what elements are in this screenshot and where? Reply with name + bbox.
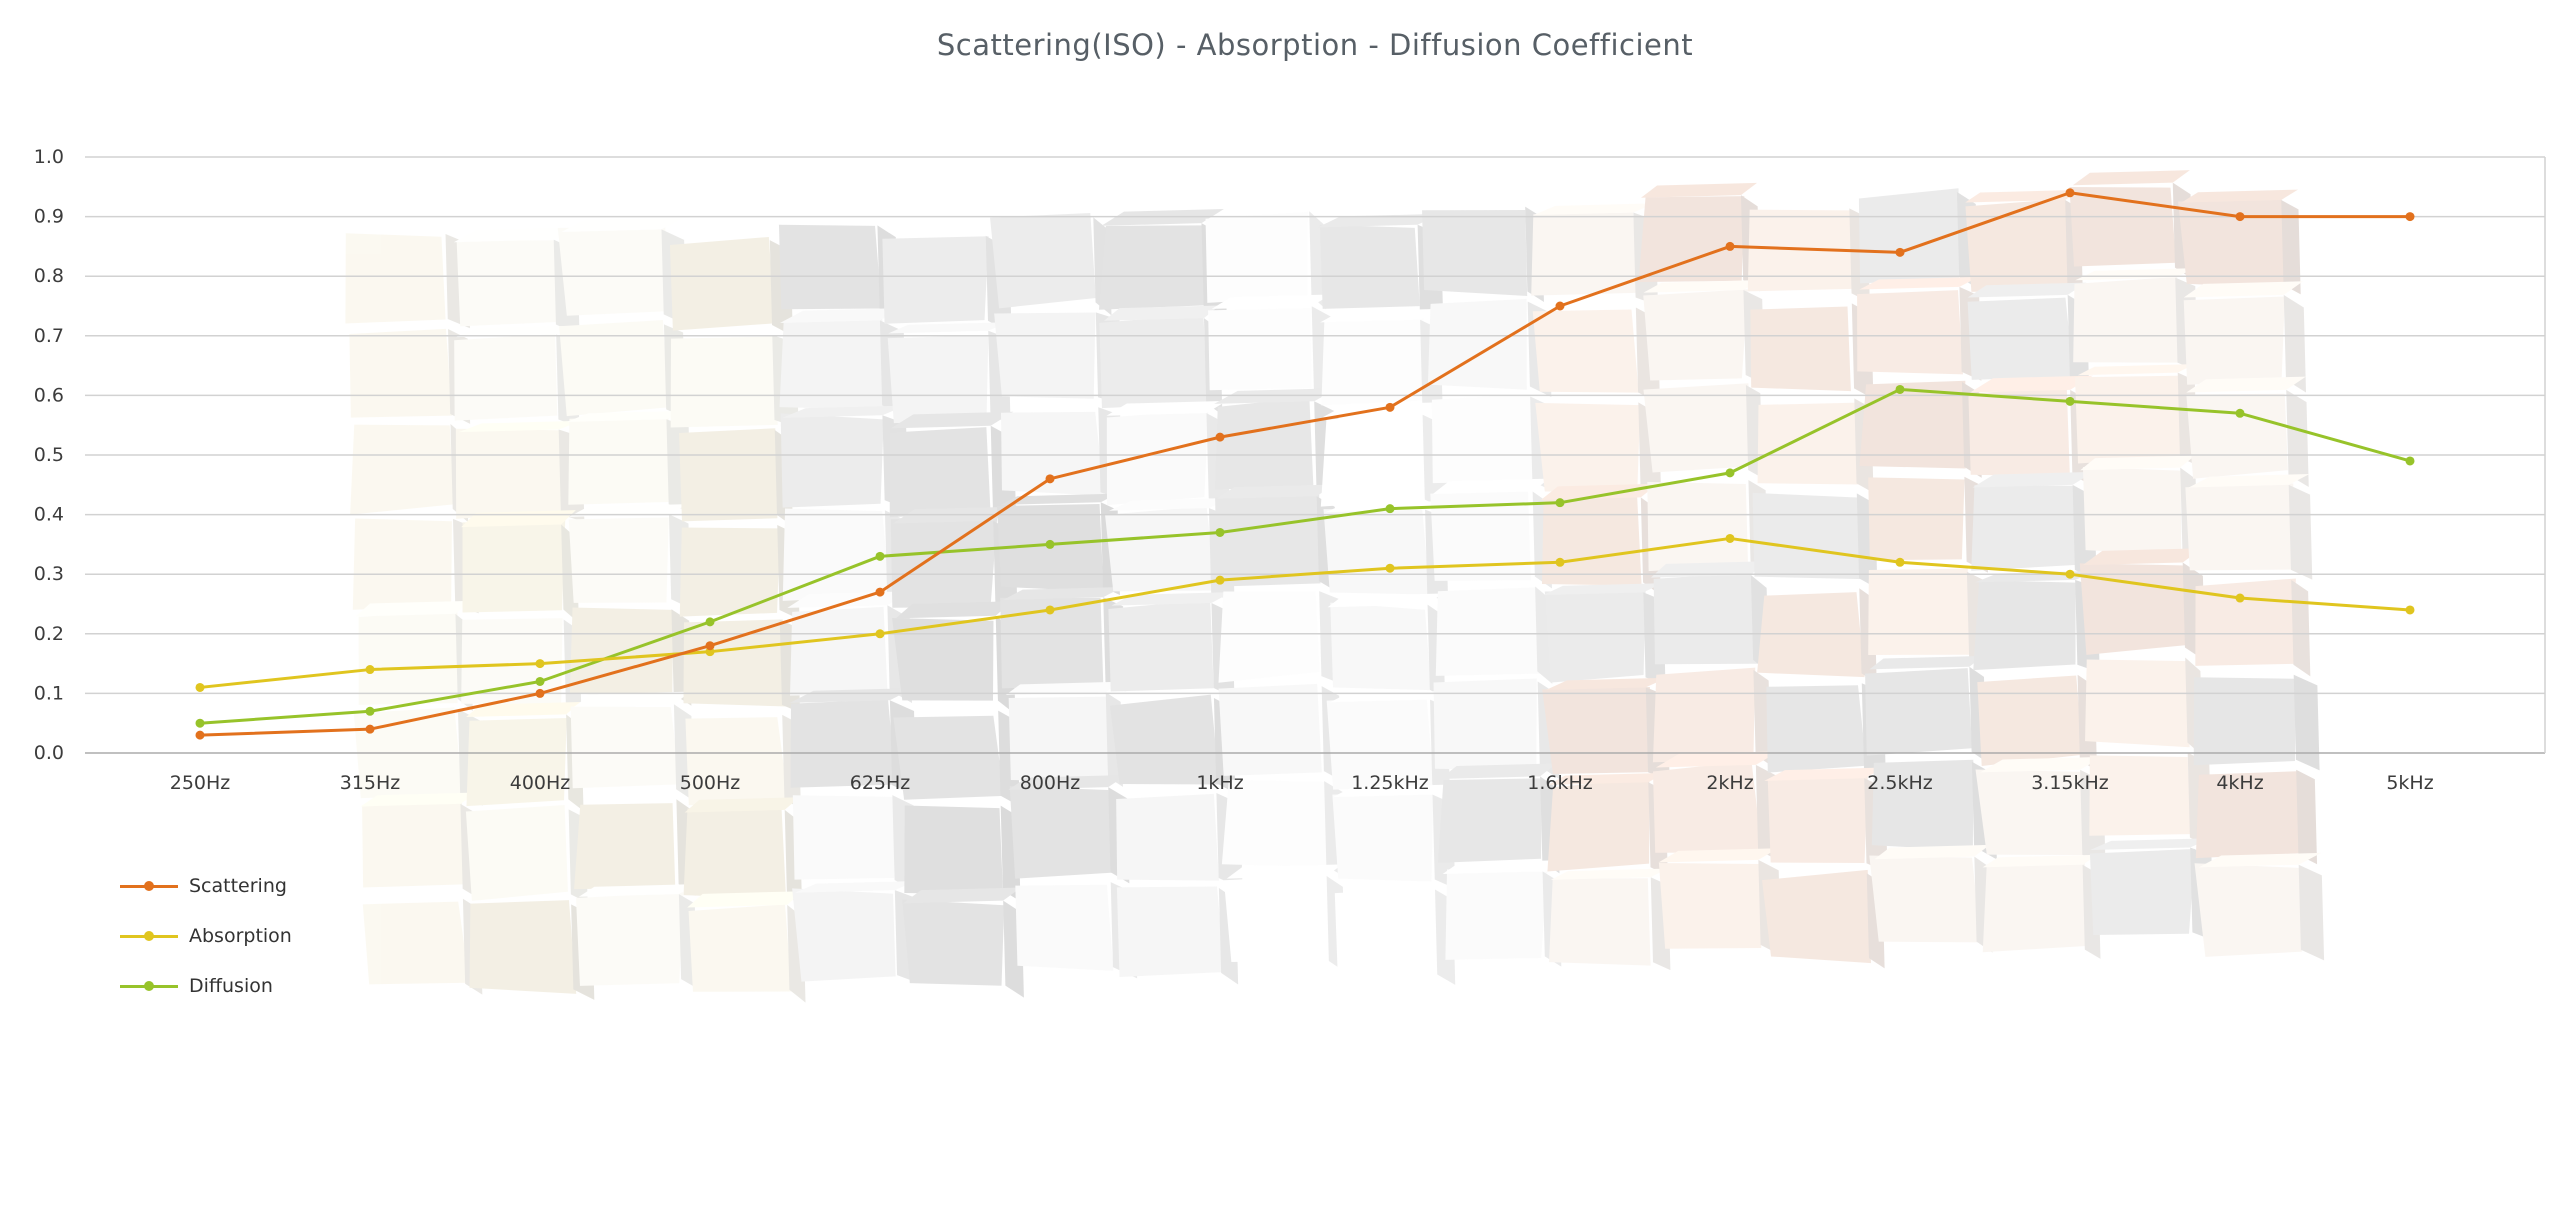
data-point — [1045, 539, 1055, 549]
data-point — [365, 706, 375, 716]
data-point — [2405, 605, 2415, 615]
x-tick-label: 3.15kHz — [2031, 772, 2109, 794]
data-point — [1725, 468, 1735, 478]
legend-label-absorption: Absorption — [189, 925, 292, 947]
series-absorption — [195, 533, 2415, 692]
data-point — [1895, 247, 1905, 257]
y-tick-label: 0.8 — [34, 265, 64, 287]
data-point — [535, 676, 545, 686]
x-tick-label: 400Hz — [510, 772, 571, 794]
chart-legend: Scattering Absorption Diffusion — [120, 876, 292, 996]
data-point — [535, 688, 545, 698]
x-tick-label: 1.25kHz — [1351, 772, 1429, 794]
data-point — [1045, 474, 1055, 484]
y-tick-label: 0.5 — [34, 444, 64, 466]
data-point — [2065, 569, 2075, 579]
data-point — [1895, 557, 1905, 567]
data-point — [2065, 188, 2075, 198]
data-point — [195, 682, 205, 692]
y-tick-label: 0.9 — [34, 206, 64, 228]
legend-marker-scattering — [120, 884, 178, 888]
data-point — [875, 629, 885, 639]
legend-item-scattering: Scattering — [120, 876, 292, 896]
x-tick-label: 625Hz — [850, 772, 911, 794]
series-scattering — [195, 188, 2415, 740]
data-point — [1385, 402, 1395, 412]
data-point — [1895, 384, 1905, 394]
series-diffusion — [195, 384, 2415, 728]
y-tick-label: 0.2 — [34, 623, 64, 645]
data-point — [1045, 605, 1055, 615]
data-point — [195, 730, 205, 740]
data-point — [2065, 396, 2075, 406]
data-point — [1215, 527, 1225, 537]
y-tick-label: 0.7 — [34, 325, 64, 347]
y-tick-label: 0.0 — [34, 742, 64, 764]
x-tick-label: 4kHz — [2216, 772, 2263, 794]
x-tick-label: 2.5kHz — [1867, 772, 1933, 794]
data-point — [1215, 575, 1225, 585]
data-point — [875, 551, 885, 561]
x-tick-label: 2kHz — [1706, 772, 1753, 794]
data-point — [365, 665, 375, 675]
data-point — [1725, 533, 1735, 543]
legend-item-absorption: Absorption — [120, 926, 292, 946]
legend-label-scattering: Scattering — [189, 875, 287, 897]
x-tick-label: 500Hz — [680, 772, 741, 794]
data-point — [535, 659, 545, 669]
y-tick-label: 0.4 — [34, 504, 64, 526]
data-point — [1215, 432, 1225, 442]
x-tick-label: 1kHz — [1196, 772, 1243, 794]
legend-marker-diffusion — [120, 984, 178, 988]
data-point — [365, 724, 375, 734]
data-point — [875, 587, 885, 597]
y-tick-label: 1.0 — [34, 146, 64, 168]
data-point — [705, 641, 715, 651]
data-point — [1385, 504, 1395, 514]
data-point — [1385, 563, 1395, 573]
data-point — [195, 718, 205, 728]
data-point — [2405, 212, 2415, 222]
background-image-diffuser-panel — [345, 170, 2325, 1003]
x-tick-label: 315Hz — [340, 772, 401, 794]
y-tick-label: 0.1 — [34, 682, 64, 704]
y-tick-label: 0.6 — [34, 384, 64, 406]
gridlines: 0.0 0.1 0.2 0.3 0.4 0.5 0.6 0.7 0.8 0.9 1.0 — [34, 146, 2546, 764]
data-point — [2235, 408, 2245, 418]
data-point — [705, 617, 715, 627]
legend-item-diffusion: Diffusion — [120, 976, 292, 996]
data-point — [1555, 301, 1565, 311]
data-point — [2235, 593, 2245, 603]
x-axis-labels: 250Hz 315Hz 400Hz 500Hz 625Hz 800Hz 1kHz 1.25kH… — [170, 772, 2434, 794]
data-point — [1555, 498, 1565, 508]
legend-label-diffusion: Diffusion — [189, 975, 273, 997]
legend-marker-absorption — [120, 934, 178, 938]
data-point — [1555, 557, 1565, 567]
data-point — [1725, 241, 1735, 251]
data-point — [2405, 456, 2415, 466]
x-tick-label: 1.6kHz — [1527, 772, 1593, 794]
x-tick-label: 800Hz — [1020, 772, 1081, 794]
data-point — [2235, 212, 2245, 222]
chart-title: Scattering(ISO) - Absorption - Diffusion… — [936, 28, 1694, 62]
x-tick-label: 5kHz — [2386, 772, 2433, 794]
x-tick-label: 250Hz — [170, 772, 231, 794]
y-tick-label: 0.3 — [34, 563, 64, 585]
